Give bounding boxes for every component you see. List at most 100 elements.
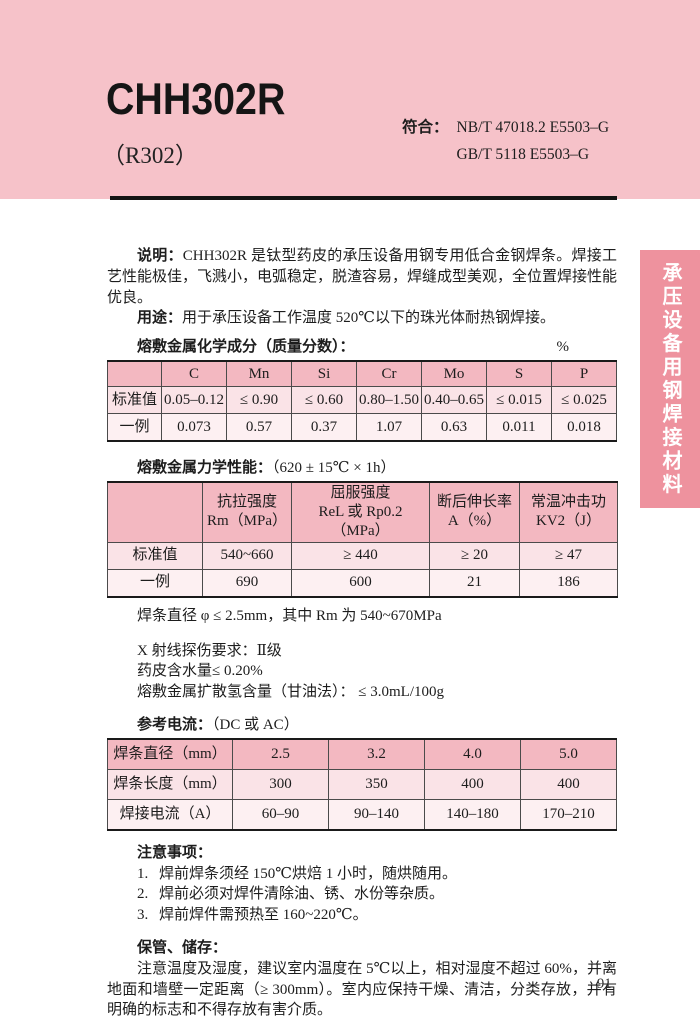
current-amperage-1: 60–90 xyxy=(232,798,329,831)
chem-example-s: 0.011 xyxy=(486,412,552,442)
current-diameter-2: 3.2 xyxy=(328,738,425,770)
mech-header-impact-sym: KV2（J） xyxy=(535,513,601,530)
mech-standard-elongation: ≥ 20 xyxy=(429,541,520,570)
note-1-text: 焊前焊条须经 150℃烘焙 1 小时，随烘随用。 xyxy=(159,865,458,882)
header-band: CHH302R （R302） 符合： NB/T 47018.2 E5503–G … xyxy=(0,0,700,200)
category-side-tab: 承压设备用钢焊接材料 xyxy=(640,250,700,508)
current-diameter-3: 4.0 xyxy=(424,738,521,770)
table-row: 一例 0.073 0.57 0.37 1.07 0.63 0.011 0.018 xyxy=(107,412,617,442)
chem-standard-c: 0.05–0.12 xyxy=(161,385,227,414)
current-amperage-row: 焊接电流（A） 60–90 90–140 140–180 170–210 xyxy=(107,798,617,831)
chem-table-unit: % xyxy=(556,339,570,356)
description-label: 说明： xyxy=(137,247,183,264)
description-paragraph: 说明：CHH302R 是钛型药皮的承压设备用钢专用低合金钢焊条。焊接工艺性能极佳… xyxy=(107,246,617,308)
note-3-number: 3. xyxy=(137,907,149,924)
mech-header-yield: 屈服强度 ReL 或 Rp0.2（MPa） xyxy=(291,481,430,543)
diameter-note: 焊条直径 φ ≤ 2.5mm，其中 Rm 为 540~670MPa xyxy=(137,607,442,624)
mech-header-tensile: 抗拉强度 Rm（MPa） xyxy=(202,481,292,543)
mech-example-tensile: 690 xyxy=(202,568,292,598)
usage-text: 用于承压设备工作温度 520℃以下的珠光体耐热钢焊接。 xyxy=(182,310,556,327)
chem-standard-si: ≤ 0.60 xyxy=(291,385,357,414)
mech-row-example-label: 一例 xyxy=(107,568,203,598)
current-length-label: 焊条长度（mm） xyxy=(107,768,233,800)
mech-header-elongation: 断后伸长率 A（%） xyxy=(429,481,520,543)
note-3-text: 焊前焊件需预热至 160~220℃。 xyxy=(159,907,368,924)
current-table-title-note: （DC 或 AC） xyxy=(212,716,299,733)
list-item: 3. 焊前焊件需预热至 160~220℃。 xyxy=(107,905,617,926)
chem-example-cr: 1.07 xyxy=(356,412,422,442)
xray-requirement: X 射线探伤要求：Ⅱ级 xyxy=(137,642,282,659)
compliance-block: 符合： NB/T 47018.2 E5503–G GB/T 5118 E5503… xyxy=(402,114,609,168)
chem-standard-p: ≤ 0.025 xyxy=(551,385,617,414)
mech-header-row: 抗拉强度 Rm（MPa） 屈服强度 ReL 或 Rp0.2（MPa） 断后伸长率 A（… xyxy=(107,481,618,543)
usage-label: 用途： xyxy=(137,309,183,327)
current-length-2: 350 xyxy=(328,768,425,800)
compliance-label: 符合： xyxy=(402,119,449,136)
current-length-row: 焊条长度（mm） 300 350 400 400 xyxy=(107,768,617,800)
note-2-number: 2. xyxy=(137,886,149,903)
chem-header-empty xyxy=(107,360,162,387)
main-content: 说明：CHH302R 是钛型药皮的承压设备用钢专用低合金钢焊条。焊接工艺性能极佳… xyxy=(107,246,618,1021)
notes-title: 注意事项： xyxy=(137,843,213,861)
compliance-standard-1: NB/T 47018.2 E5503–G xyxy=(456,119,610,136)
chem-example-mo: 0.63 xyxy=(421,412,487,442)
current-table-title: 参考电流：（DC 或 AC） xyxy=(107,715,617,736)
mech-header-empty xyxy=(107,481,203,543)
chem-header-row: C Mn Si Cr Mo S P xyxy=(107,360,617,387)
current-table-title-label: 参考电流： xyxy=(137,715,213,733)
usage-paragraph: 用途：用于承压设备工作温度 520℃以下的珠光体耐热钢焊接。 xyxy=(107,308,617,329)
table-row: 标准值 540~660 ≥ 440 ≥ 20 ≥ 47 xyxy=(107,541,618,570)
current-diameter-1: 2.5 xyxy=(232,738,329,770)
current-amperage-4: 170–210 xyxy=(520,798,617,831)
mech-header-elongation-sym: A（%） xyxy=(447,513,502,530)
mech-header-tensile-sym: Rm（MPa） xyxy=(206,513,287,530)
mech-table-condition: （620 ± 15℃ × 1h） xyxy=(272,459,396,476)
header-divider-rule xyxy=(110,196,617,200)
table-row: 一例 690 600 21 186 xyxy=(107,568,618,598)
mech-header-impact: 常温冲击功 KV2（J） xyxy=(519,481,618,543)
reference-current-table: 焊条直径（mm） 2.5 3.2 4.0 5.0 焊条长度（mm） 300 35… xyxy=(107,737,617,831)
current-amperage-3: 140–180 xyxy=(424,798,521,831)
note-2-text: 焊前必须对焊件清除油、锈、水份等杂质。 xyxy=(159,886,445,903)
table-row: 标准值 0.05–0.12 ≤ 0.90 ≤ 0.60 0.80–1.50 0.… xyxy=(107,385,617,414)
chem-standard-s: ≤ 0.015 xyxy=(486,385,552,414)
moisture-requirement: 药皮含水量≤ 0.20% xyxy=(137,663,263,680)
chem-table-title: 熔敷金属化学成分（质量分数）：% xyxy=(107,337,617,358)
note-1-number: 1. xyxy=(137,865,149,882)
chem-example-p: 0.018 xyxy=(551,412,617,442)
chem-example-c: 0.073 xyxy=(161,412,227,442)
chem-header-s: S xyxy=(486,360,552,387)
description-text: CHH302R 是钛型药皮的承压设备用钢专用低合金钢焊条。焊接工艺性能极佳，飞溅… xyxy=(107,248,618,306)
mech-header-yield-cn: 屈服强度 xyxy=(330,484,391,501)
mech-example-yield: 600 xyxy=(291,568,430,598)
mech-header-tensile-cn: 抗拉强度 xyxy=(216,494,277,511)
current-amperage-2: 90–140 xyxy=(328,798,425,831)
mech-example-elongation: 21 xyxy=(429,568,520,598)
chem-example-si: 0.37 xyxy=(291,412,357,442)
chem-header-c: C xyxy=(161,360,227,387)
current-length-4: 400 xyxy=(520,768,617,800)
mech-row-standard-label: 标准值 xyxy=(107,541,203,570)
storage-title: 保管、储存： xyxy=(137,938,228,956)
chemical-composition-table: C Mn Si Cr Mo S P 标准值 0.05–0.12 ≤ 0.90 ≤… xyxy=(107,359,617,442)
product-alias: （R302） xyxy=(102,143,198,168)
storage-paragraph: 注意温度及湿度，建议室内温度在 5℃以上，相对湿度不超过 60%，并离地面和墙壁… xyxy=(107,960,617,1019)
mech-standard-impact: ≥ 47 xyxy=(519,541,618,570)
chem-header-si: Si xyxy=(291,360,357,387)
current-amperage-label: 焊接电流（A） xyxy=(107,798,233,831)
current-length-3: 400 xyxy=(424,768,521,800)
chem-standard-mo: 0.40–0.65 xyxy=(421,385,487,414)
chem-header-mo: Mo xyxy=(421,360,487,387)
list-item: 2. 焊前必须对焊件清除油、锈、水份等杂质。 xyxy=(107,884,617,905)
current-diameter-row: 焊条直径（mm） 2.5 3.2 4.0 5.0 xyxy=(107,738,617,770)
mech-table-title-text: 熔敷金属力学性能： xyxy=(137,458,273,476)
page-number: 91 xyxy=(597,976,612,992)
category-tab-label: 承压设备用钢焊接材料 xyxy=(659,261,681,497)
chem-row-example-label: 一例 xyxy=(107,412,162,442)
compliance-standards: NB/T 47018.2 E5503–G GB/T 5118 E5503–G xyxy=(457,114,610,168)
current-diameter-4: 5.0 xyxy=(520,738,617,770)
current-diameter-label: 焊条直径（mm） xyxy=(107,738,233,770)
mechanical-properties-table: 抗拉强度 Rm（MPa） 屈服强度 ReL 或 Rp0.2（MPa） 断后伸长率 A（… xyxy=(107,480,618,598)
chem-header-p: P xyxy=(551,360,617,387)
